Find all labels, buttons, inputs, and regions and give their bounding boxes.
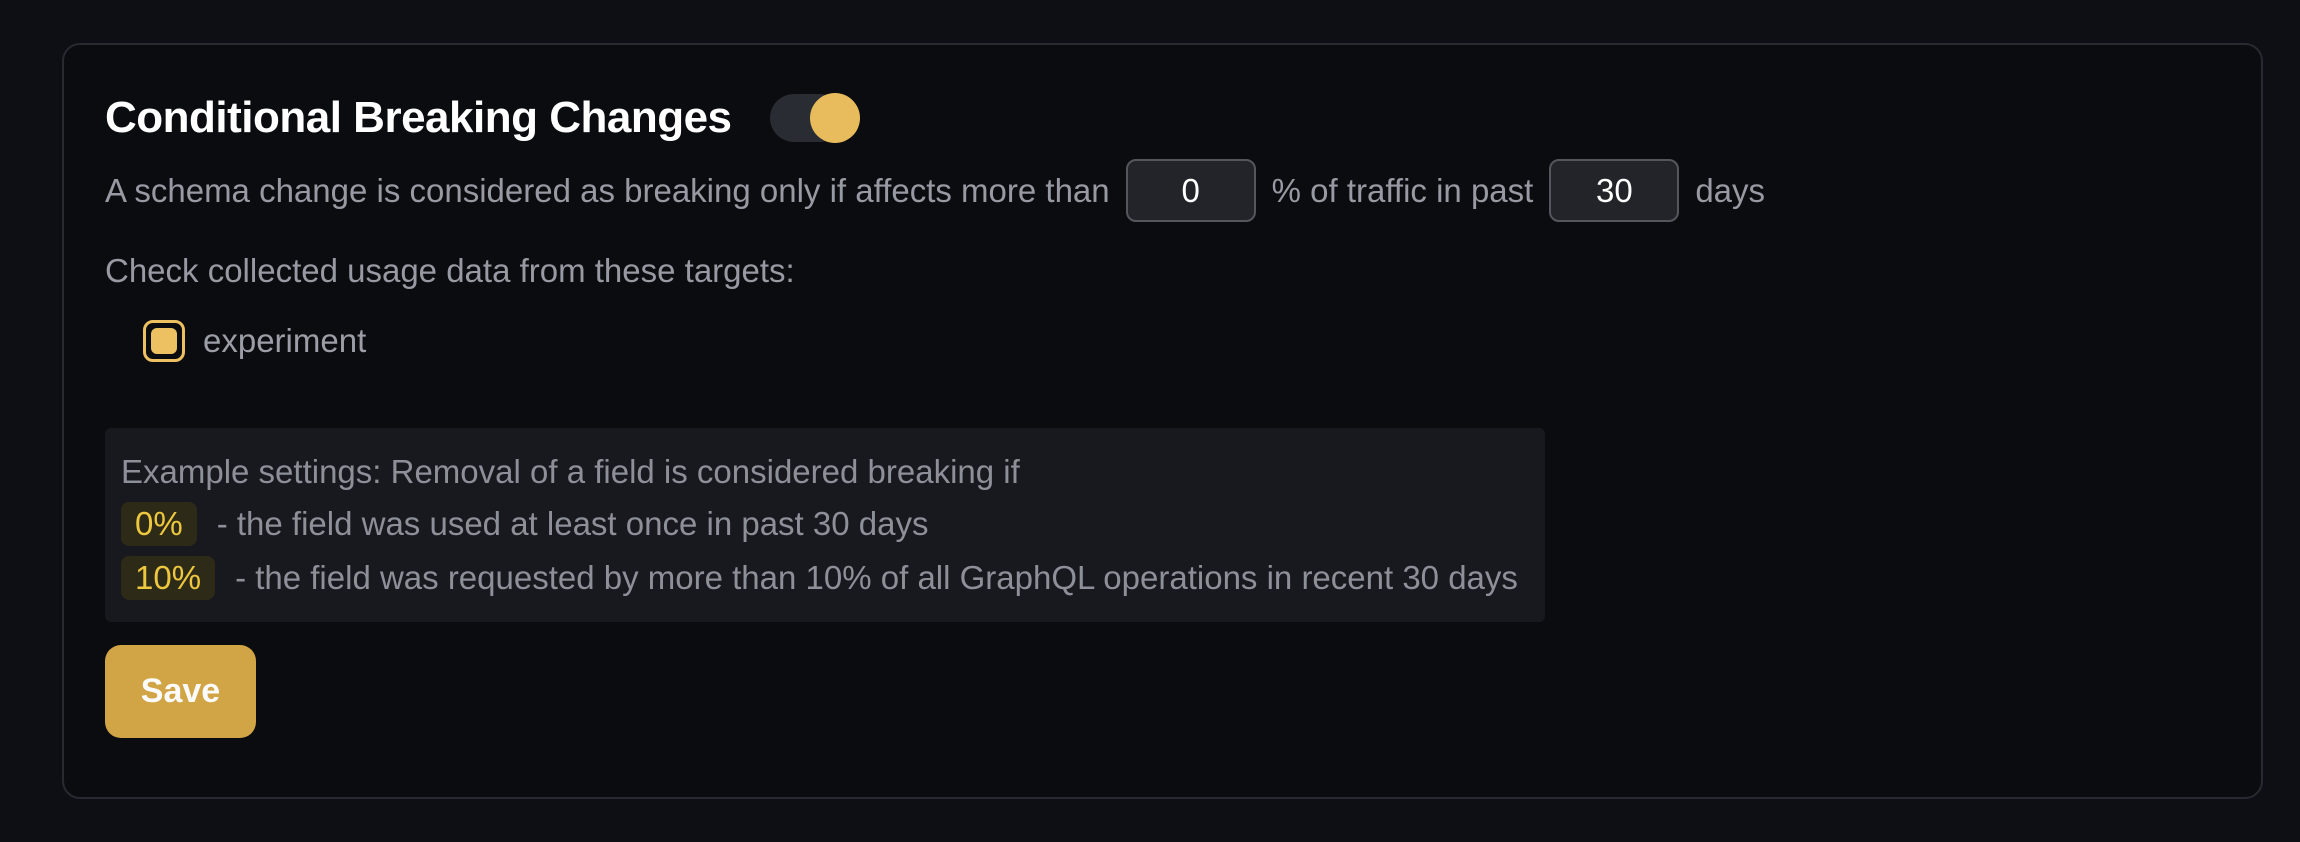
threshold-text-before: A schema change is considered as breakin… [105,171,1110,209]
example-intro: Example settings: Removal of a field is … [121,453,1020,490]
days-input[interactable] [1549,159,1680,222]
checkbox-checked-icon [151,328,177,354]
targets-label: Check collected usage data from these ta… [105,252,795,289]
example-row-0-text: - the field was used at least once in pa… [216,505,929,542]
threshold-text-after: days [1695,171,1766,209]
percentage-badge-0: 0% [121,502,197,546]
panel-title: Conditional Breaking Changes [105,93,732,142]
conditional-breaking-changes-toggle[interactable] [769,93,860,143]
threshold-text-middle: % of traffic in past [1271,171,1534,209]
example-row-1-text: - the field was requested by more than 1… [235,559,1518,596]
panel-header: Conditional Breaking Changes [105,90,2220,146]
target-row-experiment: experiment [143,320,2220,362]
target-checkbox-experiment[interactable] [143,320,185,362]
save-button[interactable]: Save [105,645,256,738]
example-row-0: 0% - the field was used at least once in… [121,502,1529,546]
percentage-badge-10: 10% [121,556,216,600]
target-name-label: experiment [203,322,367,359]
example-settings-box: Example settings: Removal of a field is … [105,428,1545,622]
threshold-sentence: A schema change is considered as breakin… [105,159,2220,222]
conditional-breaking-changes-panel: Conditional Breaking Changes A schema ch… [62,43,2263,799]
toggle-knob-icon [809,93,860,143]
traffic-percentage-input[interactable] [1125,159,1256,222]
example-row-1: 10% - the field was requested by more th… [121,556,1529,600]
